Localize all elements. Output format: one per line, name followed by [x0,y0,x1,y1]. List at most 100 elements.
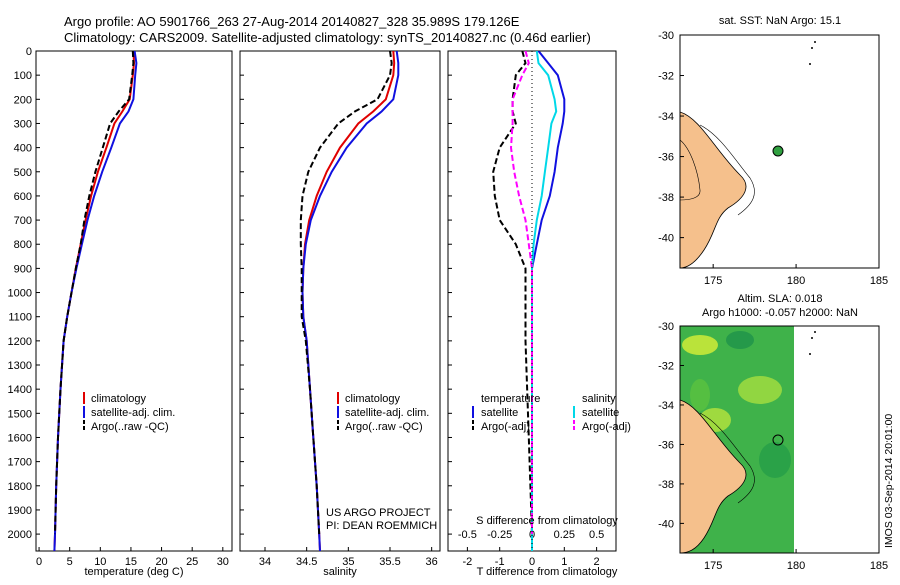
x-tick-label: 34 [259,556,271,568]
sst-map: 175 180 185 -30 -32 -34 -36 -38 -40 [658,30,888,287]
sla-anomaly [759,442,791,478]
x-tick-label: 34.5 [296,556,317,568]
y-tick-label: 100 [14,70,32,82]
argo-position-marker [772,145,784,157]
x-tick-label: 15 [125,556,137,568]
x-tick-label: 35.5 [379,556,400,568]
map-y-tick-label: -30 [658,321,674,333]
map-y-tick-label: -36 [658,439,674,451]
y-tick-label: 1400 [8,384,32,396]
y-tick-label: 600 [14,191,32,203]
island-dot [809,353,811,355]
legend-label-argo: Argo(..raw -QC) [345,421,423,433]
header-line-2: Climatology: CARS2009. Satellite-adjuste… [64,30,591,45]
imos-timestamp: IMOS 03-Sep-2014 20:01:00 [883,414,895,548]
s-tick-label: 0.25 [554,529,575,541]
island-dot [814,331,816,333]
series-line-temperature-argo-adj- [492,51,533,535]
series-line-argo-raw-qc- [54,51,135,535]
series-line-climatology [53,51,136,551]
series-line-salinity-satellite [531,51,558,551]
sla-map-title-1: Altim. SLA: 0.018 [738,293,823,305]
argo-position-marker [772,434,784,446]
salinity-series [299,51,400,551]
x-tick-label: 0 [36,556,42,568]
legend-label-temp-argo: Argo(-adj) [481,421,530,433]
sla-map-title-2: Argo h1000: -0.057 h2000: NaN [702,307,858,319]
series-line-argo-raw-qc- [299,51,393,535]
temperature-axes: 0100200300400500600700800900100011001200… [8,46,229,568]
coastal-contour [680,139,701,201]
map-x-tick-label: 185 [870,275,888,287]
sst-map-frame [679,34,880,269]
temperature-legend: climatology satellite-adj. clim. Argo(..… [83,392,175,433]
x-tick-label: 1 [561,556,567,568]
series-line-salinity-argo-adj- [509,51,533,535]
difference-top-xlabel: S difference from climatology [476,515,618,527]
s-tick-label: -0.5 [458,529,477,541]
s-tick-label: 0.5 [589,529,604,541]
y-tick-label: 1100 [8,312,32,324]
y-tick-label: 2000 [8,529,32,541]
header-line-1: Argo profile: AO 5901766_263 27-Aug-2014… [64,14,520,29]
x-tick-label: 30 [217,556,229,568]
y-tick-label: 1200 [8,336,32,348]
depth-contour [699,124,755,216]
y-tick-label: 1900 [8,505,32,517]
legend-label-climatology: climatology [345,393,401,405]
difference-xlabel: T difference from climatology [477,566,618,578]
y-tick-label: 500 [14,167,32,179]
map-y-tick-label: -32 [658,360,674,372]
y-tick-label: 700 [14,215,32,227]
map-y-tick-label: -40 [658,518,674,530]
x-tick-label: 20 [155,556,167,568]
temperature-series [53,51,138,551]
map-y-tick-label: -38 [658,192,674,204]
island-dot [809,63,811,65]
x-tick-label: 25 [186,556,198,568]
north-island-land [680,111,747,268]
sla-anomaly [738,376,782,404]
y-tick-label: 200 [14,94,32,106]
series-line-satellite-adj-clim- [53,51,138,551]
x-tick-label: -1 [495,556,505,568]
salinity-panel-frame [239,50,441,552]
x-tick-label: 5 [67,556,73,568]
y-tick-label: 800 [14,239,32,251]
map-x-tick-label: 180 [787,560,805,572]
credits-line-1: US ARGO PROJECT [326,507,431,519]
sst-map-ticks: 175 180 185 -30 -32 -34 -36 -38 -40 [658,30,888,287]
credits-line-2: PI: DEAN ROEMMICH [326,520,437,532]
salinity-axes: 34 34.5 35 35.5 36 [240,50,438,568]
y-tick-label: 400 [14,143,32,155]
legend-label-climatology: climatology [91,393,147,405]
north-island-land [680,399,747,553]
difference-legend: temperature salinity satellite Argo(-adj… [472,393,631,433]
sla-anomaly [690,379,710,411]
map-x-tick-label: 185 [870,560,888,572]
map-y-tick-label: -38 [658,479,674,491]
map-x-tick-label: 180 [787,275,805,287]
y-tick-label: 900 [14,263,32,275]
legend-label-argo: Argo(..raw -QC) [91,421,169,433]
legend-label-sal-argo: Argo(-adj) [582,421,631,433]
y-tick-label: 1000 [8,288,32,300]
y-tick-label: 0 [26,46,32,58]
series-line-satellite-adj-clim- [301,51,400,551]
map-y-tick-label: -32 [658,71,674,83]
y-tick-label: 1700 [8,457,32,469]
sla-anomaly [682,335,718,355]
sla-map-ticks: 175 180 185 -30 -32 -34 -36 -38 -40 [658,321,888,572]
sla-map: 175 180 185 -30 -32 -34 -36 -38 -40 [658,321,888,572]
salinity-xlabel: salinity [323,566,357,578]
x-tick-label: 10 [94,556,106,568]
y-tick-label: 1600 [8,432,32,444]
depth-contour [699,412,755,504]
sla-map-frame [679,325,880,554]
x-tick-label: 36 [426,556,438,568]
map-y-tick-label: -34 [658,111,674,123]
x-tick-label: 2 [594,556,600,568]
